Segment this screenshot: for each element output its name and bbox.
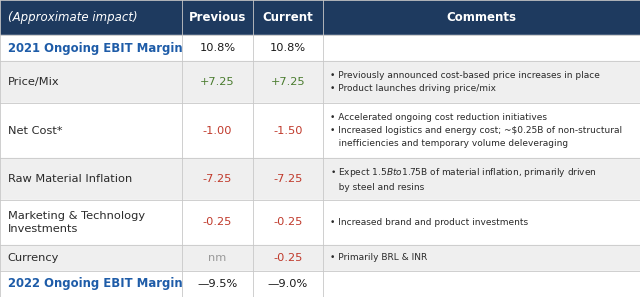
Text: Previous: Previous bbox=[189, 11, 246, 24]
Text: -1.50: -1.50 bbox=[273, 126, 303, 136]
Text: -0.25: -0.25 bbox=[273, 253, 303, 263]
Text: Net Cost*: Net Cost* bbox=[8, 126, 62, 136]
Text: —9.0%: —9.0% bbox=[268, 279, 308, 289]
Text: Marketing & Technology
Investments: Marketing & Technology Investments bbox=[8, 211, 145, 234]
Bar bbox=[0, 200, 640, 245]
Bar bbox=[0, 103, 640, 158]
Text: • Expect $1.5B to $1.75B of material inflation, primarily driven
   by steel and: • Expect $1.5B to $1.75B of material inf… bbox=[330, 166, 596, 192]
Text: 2022 Ongoing EBIT Margin: 2022 Ongoing EBIT Margin bbox=[8, 277, 182, 290]
Text: -7.25: -7.25 bbox=[203, 174, 232, 184]
Text: -0.25: -0.25 bbox=[203, 217, 232, 227]
Bar bbox=[0, 0, 640, 35]
Text: Currency: Currency bbox=[8, 253, 59, 263]
Text: Current: Current bbox=[262, 11, 314, 24]
Text: • Primarily BRL & INR: • Primarily BRL & INR bbox=[330, 253, 427, 262]
Bar bbox=[0, 35, 640, 61]
Text: Comments: Comments bbox=[447, 11, 516, 24]
Text: • Accelerated ongoing cost reduction initiatives
• Increased logistics and energ: • Accelerated ongoing cost reduction ini… bbox=[330, 113, 621, 148]
Text: -0.25: -0.25 bbox=[273, 217, 303, 227]
Text: nm: nm bbox=[209, 253, 227, 263]
Text: • Increased brand and product investments: • Increased brand and product investment… bbox=[330, 218, 528, 227]
Text: 10.8%: 10.8% bbox=[270, 43, 306, 53]
Text: -7.25: -7.25 bbox=[273, 174, 303, 184]
Text: Raw Material Inflation: Raw Material Inflation bbox=[8, 174, 132, 184]
Bar bbox=[0, 245, 640, 271]
Text: +7.25: +7.25 bbox=[271, 77, 305, 87]
Text: -1.00: -1.00 bbox=[203, 126, 232, 136]
Bar bbox=[0, 61, 640, 103]
Text: —9.5%: —9.5% bbox=[198, 279, 237, 289]
Text: Price/Mix: Price/Mix bbox=[8, 77, 60, 87]
Text: +7.25: +7.25 bbox=[200, 77, 235, 87]
Bar bbox=[0, 271, 640, 297]
Bar bbox=[0, 158, 640, 200]
Text: (Approximate impact): (Approximate impact) bbox=[8, 11, 138, 24]
Text: 10.8%: 10.8% bbox=[200, 43, 236, 53]
Text: 2021 Ongoing EBIT Margin: 2021 Ongoing EBIT Margin bbox=[8, 42, 182, 55]
Text: • Previously announced cost-based price increases in place
• Product launches dr: • Previously announced cost-based price … bbox=[330, 71, 600, 93]
